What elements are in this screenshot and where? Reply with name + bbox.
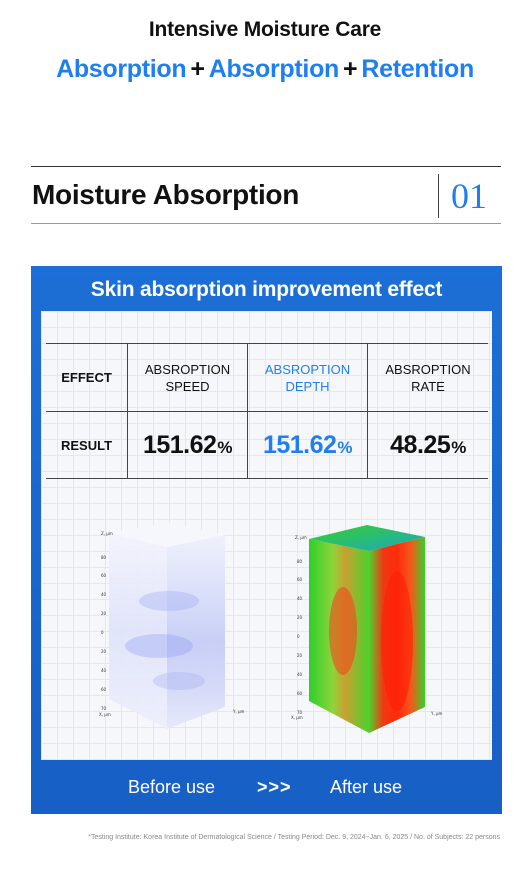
after-use-visualization: Z, μm 80 60 40 20 0 20 40 60 70 X, μm Y, μm [291, 525, 443, 733]
depth-value: 151.62% [262, 430, 353, 460]
svg-text:Z, μm: Z, μm [101, 531, 113, 536]
svg-text:60: 60 [101, 573, 107, 578]
headline: Intensive Moisture Care [148, 18, 382, 41]
plus-sign-2: + [343, 55, 358, 83]
results-table: EFFECT ABSROPTION SPEED ABSROPTION DEPTH A… [46, 343, 488, 479]
svg-text:70: 70 [297, 710, 303, 715]
svg-text:40: 40 [297, 596, 303, 601]
results-card: EFFECT ABSROPTION SPEED ABSROPTION DEPTH A… [41, 311, 492, 760]
effect-label: EFFECT [61, 370, 112, 385]
result-label-cell: RESULT [46, 412, 127, 478]
table-header-row: EFFECT ABSROPTION SPEED ABSROPTION DEPTH A… [46, 343, 488, 412]
subheadline: Absorption + Absorption + Retention [0, 55, 530, 84]
svg-text:70: 70 [101, 706, 107, 711]
subheadline-word-3: Retention [361, 55, 474, 83]
rate-header-line1: ABSROPTION [385, 361, 471, 377]
depth-result-cell: 151.62% [247, 412, 367, 478]
speed-result-cell: 151.62% [127, 412, 247, 478]
rate-value-unit: % [451, 437, 466, 457]
depth-value-unit: % [337, 437, 353, 457]
speed-value-number: 151.62 [142, 430, 217, 459]
before-axis-ticks: Z, μm 80 60 40 20 0 20 40 60 70 X, μm Y, μm [99, 531, 245, 717]
speed-header-line2: SPEED [165, 378, 210, 394]
svg-text:20: 20 [297, 653, 303, 658]
svg-text:X, μm: X, μm [291, 715, 303, 720]
effect-header-cell: EFFECT [46, 344, 127, 411]
testing-footnote: *Testing Institute: Korea Institute of D… [88, 834, 500, 841]
results-panel: Skin absorption improvement effect EFFEC… [31, 266, 502, 814]
svg-text:X, μm: X, μm [99, 712, 111, 717]
rate-value-number: 48.25 [390, 430, 451, 459]
before-use-label: Before use [128, 777, 216, 797]
svg-text:60: 60 [101, 687, 107, 692]
panel-title: Skin absorption improvement effect [90, 278, 443, 301]
svg-text:Z, μm: Z, μm [295, 535, 307, 540]
table-result-row: RESULT 151.62% 151.62% 48.25% [46, 412, 488, 479]
svg-text:80: 80 [297, 559, 303, 564]
section-number: 01 [451, 176, 487, 216]
before-cube-front [167, 535, 225, 729]
speed-value: 151.62% [142, 430, 233, 460]
before-cube-top [109, 523, 225, 547]
svg-text:40: 40 [297, 672, 303, 677]
svg-text:Y, μm: Y, μm [430, 711, 443, 716]
svg-text:40: 40 [101, 668, 107, 673]
depth-header-cell: ABSROPTION DEPTH [247, 344, 367, 411]
section-divider [438, 174, 439, 218]
after-cube-top [309, 525, 425, 551]
section-header: Moisture Absorption 01 [31, 166, 501, 224]
rate-header-line2: RATE [411, 378, 445, 394]
before-cube-side [109, 533, 167, 729]
svg-text:20: 20 [101, 611, 107, 616]
arrows-icon: >>> [257, 777, 292, 797]
rate-value: 48.25% [390, 431, 466, 460]
svg-text:60: 60 [297, 691, 303, 696]
before-use-visualization: Z, μm 80 60 40 20 0 20 40 60 70 X, μm Y, μm [99, 523, 245, 729]
svg-text:0: 0 [297, 634, 300, 639]
subheadline-word-1: Absorption [56, 55, 187, 83]
plus-sign-1: + [190, 55, 205, 83]
speed-header-line1: ABSROPTION [144, 361, 231, 377]
after-use-label: After use [330, 777, 403, 797]
subheadline-word-2: Absorption [208, 55, 340, 83]
section-title: Moisture Absorption [32, 179, 300, 210]
svg-text:80: 80 [101, 555, 107, 560]
comparison-labels: Before use >>> After use [31, 777, 502, 801]
result-label: RESULT [60, 437, 113, 453]
svg-text:20: 20 [101, 649, 107, 654]
speed-header-cell: ABSROPTION SPEED [127, 344, 247, 411]
rate-result-cell: 48.25% [367, 412, 488, 478]
depth-value-number: 151.62 [262, 430, 337, 459]
rate-header-cell: ABSROPTION RATE [367, 344, 488, 411]
after-axis-ticks: Z, μm 80 60 40 20 0 20 40 60 70 X, μm Y, μm [291, 535, 443, 720]
svg-text:20: 20 [297, 615, 303, 620]
svg-text:Y, μm: Y, μm [232, 709, 245, 714]
depth-header-line1: ABSROPTION [264, 361, 351, 377]
svg-text:40: 40 [101, 592, 107, 597]
speed-value-unit: % [217, 437, 233, 457]
depth-header-line2: DEPTH [285, 378, 330, 394]
svg-text:0: 0 [101, 630, 104, 635]
svg-text:60: 60 [297, 577, 303, 582]
